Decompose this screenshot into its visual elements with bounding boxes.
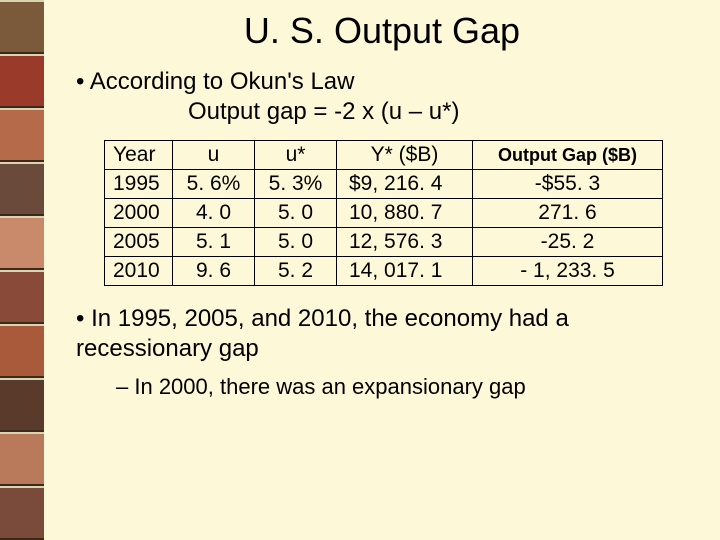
cell: 10, 880. 7 <box>337 199 473 228</box>
sub-bullet: In 2000, there was an expansionary gap <box>116 374 694 400</box>
brick <box>0 378 44 432</box>
table-row: 2010 9. 6 5. 2 14, 017. 1 - 1, 233. 5 <box>105 257 663 286</box>
cell: 2005 <box>105 228 173 257</box>
brick <box>0 216 44 270</box>
formula-text: Output gap = -2 x (u – u*) <box>188 98 694 126</box>
cell: 5. 0 <box>255 228 337 257</box>
brick <box>0 108 44 162</box>
brick <box>0 432 44 486</box>
cell: 12, 576. 3 <box>337 228 473 257</box>
cell: $9, 216. 4 <box>337 170 473 199</box>
brick <box>0 270 44 324</box>
table-header-row: Year u u* Y* ($B) Output Gap ($B) <box>105 141 663 170</box>
cell: 9. 6 <box>173 257 255 286</box>
slide-title: U. S. Output Gap <box>70 10 694 52</box>
cell: 1995 <box>105 170 173 199</box>
brick <box>0 162 44 216</box>
cell: 5. 0 <box>255 199 337 228</box>
cell: 5. 1 <box>173 228 255 257</box>
col-u: u <box>173 141 255 170</box>
cell: 271. 6 <box>473 199 663 228</box>
cell: -25. 2 <box>473 228 663 257</box>
cell: 5. 3% <box>255 170 337 199</box>
brick <box>0 54 44 108</box>
col-ystar: Y* ($B) <box>337 141 473 170</box>
table-row: 1995 5. 6% 5. 3% $9, 216. 4 -$55. 3 <box>105 170 663 199</box>
cell: 2010 <box>105 257 173 286</box>
slide-content: U. S. Output Gap According to Okun's Law… <box>44 0 720 540</box>
brick <box>0 324 44 378</box>
output-gap-table: Year u u* Y* ($B) Output Gap ($B) 1995 5… <box>104 140 663 286</box>
table-row: 2000 4. 0 5. 0 10, 880. 7 271. 6 <box>105 199 663 228</box>
cell: 2000 <box>105 199 173 228</box>
brick <box>0 0 44 54</box>
intro-bullet: According to Okun's Law <box>76 68 694 96</box>
cell: 4. 0 <box>173 199 255 228</box>
col-gap: Output Gap ($B) <box>473 141 663 170</box>
cell: 5. 2 <box>255 257 337 286</box>
col-ustar: u* <box>255 141 337 170</box>
col-year: Year <box>105 141 173 170</box>
table-row: 2005 5. 1 5. 0 12, 576. 3 -25. 2 <box>105 228 663 257</box>
cell: 14, 017. 1 <box>337 257 473 286</box>
cell: 5. 6% <box>173 170 255 199</box>
brick-sidebar <box>0 0 44 540</box>
cell: -$55. 3 <box>473 170 663 199</box>
brick <box>0 486 44 540</box>
conclusion-bullet: In 1995, 2005, and 2010, the economy had… <box>76 304 694 364</box>
cell: - 1, 233. 5 <box>473 257 663 286</box>
